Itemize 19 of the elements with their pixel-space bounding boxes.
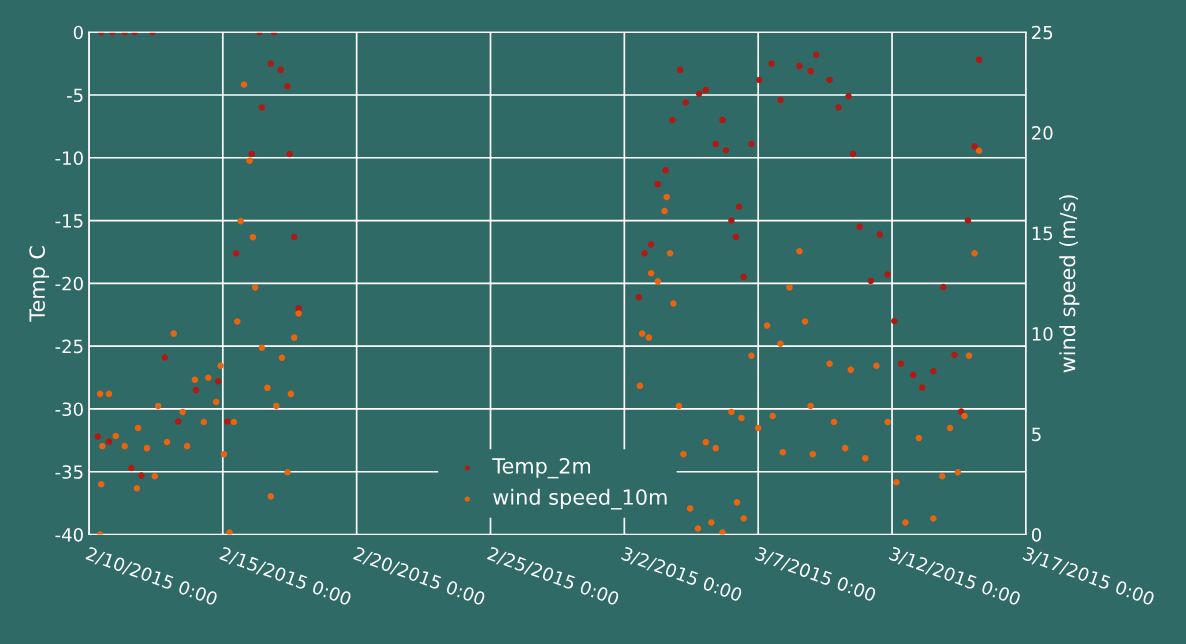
y2-tick-label: 5 [1032, 427, 1041, 442]
y2-tick-label: 0 [1031, 527, 1042, 542]
y-tick-label: -40 [55, 527, 83, 542]
y-axis-title: Temp C [29, 246, 50, 322]
y2-tick-label: 10 [1032, 327, 1053, 341]
y-tick-label: -35 [55, 465, 83, 479]
y-tick-label: -15 [55, 214, 83, 228]
y-tick-label: -20 [55, 276, 83, 291]
y-tick-label: -10 [55, 151, 83, 165]
legend-label: Temp_2m [492, 457, 591, 479]
y2-axis-title: wind speed (m/s) [1059, 195, 1080, 373]
y-tick-label: 0 [73, 25, 83, 40]
y2-tick-label: 15 [1032, 226, 1053, 241]
y-tick-label: -5 [66, 88, 83, 103]
y2-tick-label: 20 [1032, 126, 1053, 140]
y-tick-label: -25 [55, 339, 83, 354]
legend-label: wind speed_10m [493, 488, 667, 510]
y-tick-label: -30 [55, 402, 83, 417]
y2-tick-label: 25 [1032, 25, 1053, 40]
